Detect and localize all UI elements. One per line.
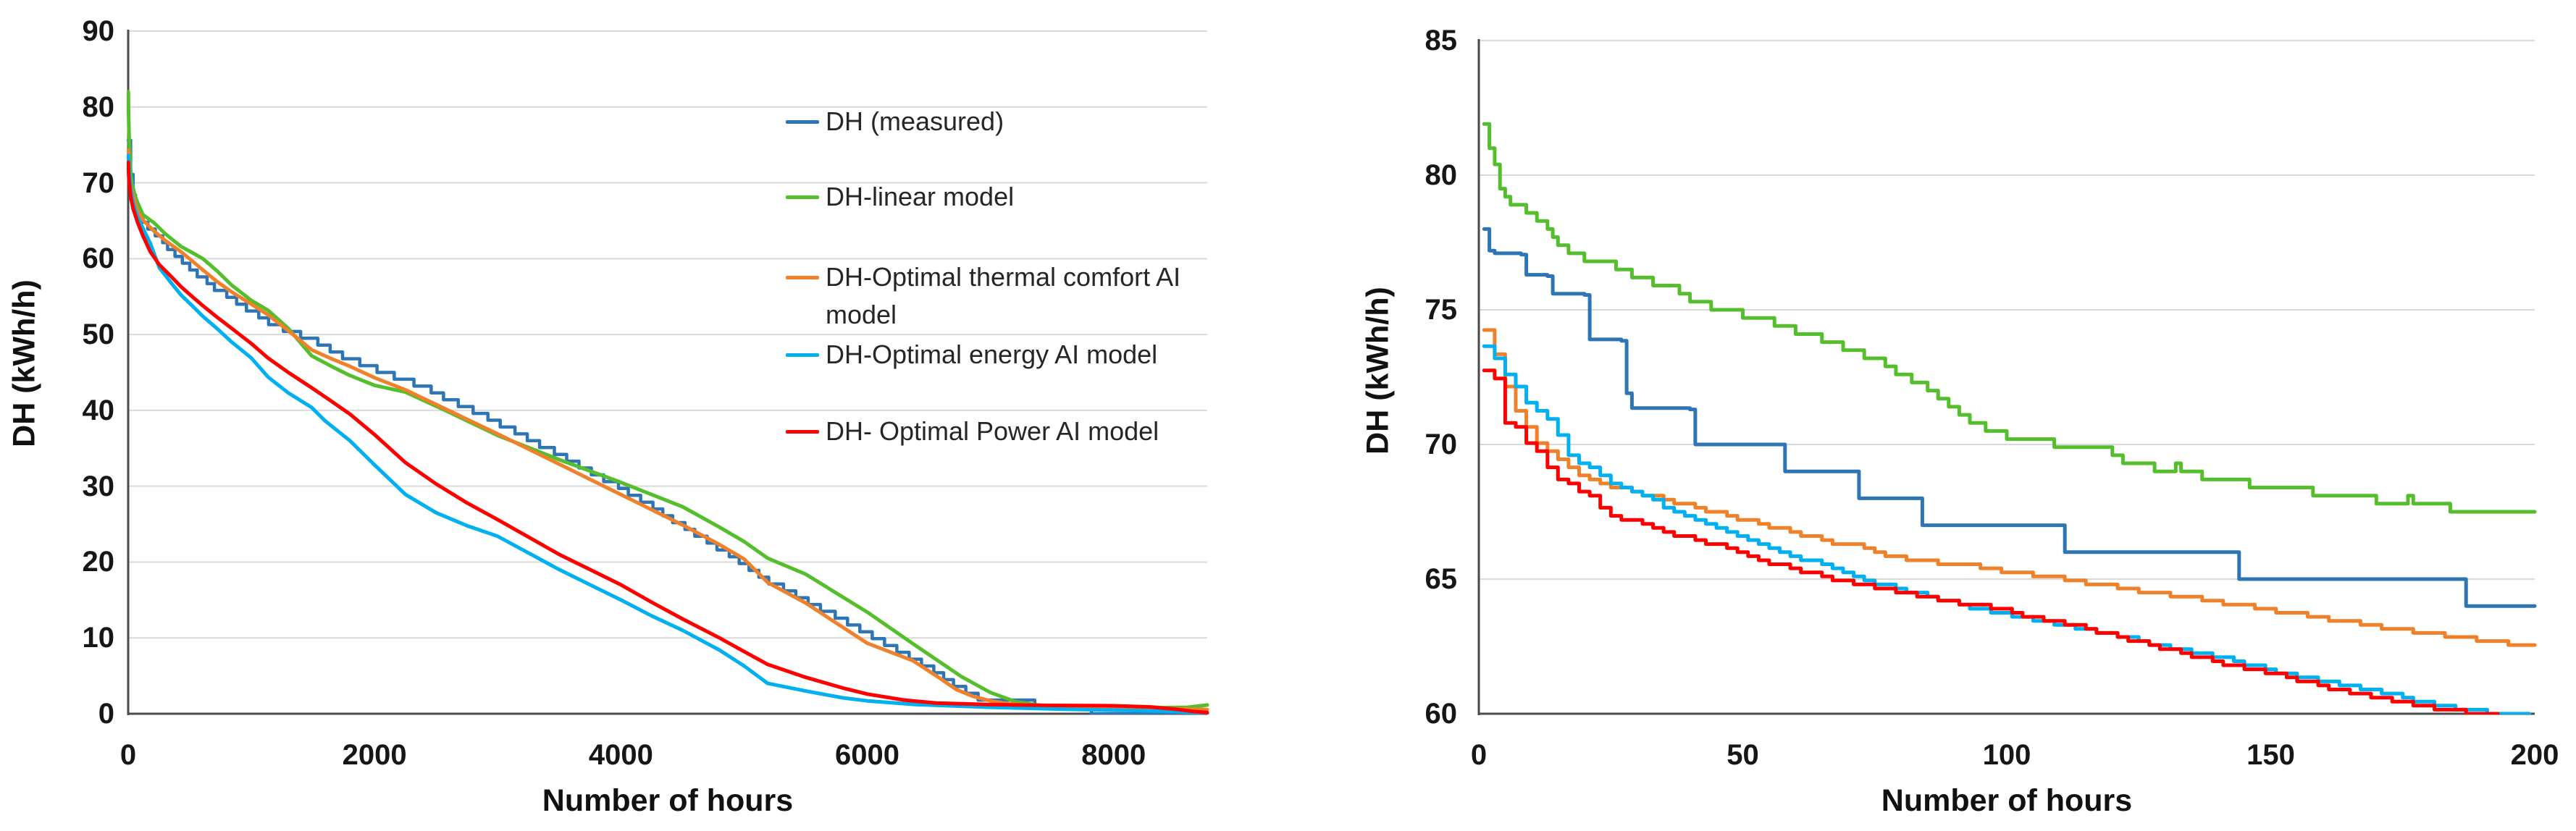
x-tick-label: 200 — [2510, 739, 2559, 771]
left-chart-plot-area — [127, 30, 1209, 715]
series-dh-linear-model — [127, 90, 1209, 710]
legend-item-dh-linear-model: DH-linear model — [786, 178, 1014, 216]
series-dh-optimal-energy-ai-model — [1482, 344, 2532, 714]
legend-label: DH (measured) — [826, 106, 1004, 136]
legend-item-dh-measured: DH (measured) — [786, 103, 1004, 140]
legend-item-dh-energy-ai: DH-Optimal energy AI model — [786, 336, 1157, 374]
y-tick-label: 50 — [82, 319, 115, 351]
x-tick-label: 0 — [119, 739, 137, 771]
series-group — [127, 90, 1209, 714]
y-tick-label: 70 — [82, 166, 115, 199]
series-dh-optimal-thermal-comfort-ai-model — [1482, 328, 2537, 647]
y-tick-label: 10 — [82, 622, 115, 654]
legend-item-dh-thermal-comfort-ai: DH-Optimal thermal comfort AI model — [786, 258, 1202, 334]
y-tick-label: 20 — [82, 546, 115, 578]
y-tick-label: 60 — [1425, 698, 1458, 730]
x-tick-label: 150 — [2246, 739, 2295, 771]
legend-label: DH-Optimal energy AI model — [826, 339, 1158, 369]
y-tick-label: 80 — [82, 90, 115, 123]
series-dh-optimal-energy-ai-model — [127, 153, 1209, 714]
series-dh-optimal-power-ai-model — [127, 160, 1209, 714]
y-tick-label: 65 — [1425, 563, 1458, 595]
series-group — [1482, 122, 2537, 714]
y-tick-label: 30 — [82, 470, 115, 502]
legend-label: DH-Optimal thermal comfort AI model — [826, 262, 1181, 329]
legend-line-swatch-blue — [786, 120, 819, 124]
series-dh-linear-model — [1482, 122, 2537, 514]
legend-label: DH- Optimal Power AI model — [826, 416, 1159, 446]
legend-line-swatch-red — [786, 430, 819, 434]
x-tick-label: 8000 — [1081, 739, 1146, 771]
legend-item-dh-power-ai: DH- Optimal Power AI model — [786, 413, 1159, 450]
x-tick-label: 4000 — [588, 739, 653, 771]
y-tick-label: 80 — [1425, 159, 1458, 191]
legend-line-swatch-orange — [786, 276, 819, 279]
left-x-axis-title: Number of hours — [542, 783, 794, 818]
series-dh-optimal-thermal-comfort-ai-model — [127, 148, 1209, 712]
x-tick-label: 50 — [1727, 739, 1759, 771]
y-tick-label: 85 — [1425, 25, 1458, 56]
right-y-axis-title: DH (kWh/h) — [1360, 287, 1396, 455]
y-tick-label: 40 — [82, 394, 115, 426]
legend-line-swatch-green — [786, 195, 819, 199]
legend-line-swatch-cyan — [786, 353, 819, 357]
left-y-axis-title: DH (kWh/h) — [7, 279, 42, 447]
series-dh-optimal-power-ai-model — [1482, 368, 2500, 714]
y-tick-label: 75 — [1425, 294, 1458, 326]
right-x-axis-title: Number of hours — [1881, 783, 2133, 818]
x-tick-label: 0 — [1470, 739, 1488, 771]
legend-label: DH-linear model — [826, 182, 1015, 211]
y-tick-label: 0 — [98, 698, 114, 730]
y-tick-label: 70 — [1425, 429, 1458, 460]
x-tick-label: 6000 — [835, 739, 900, 771]
x-tick-label: 100 — [1982, 739, 2031, 771]
x-tick-label: 2000 — [342, 739, 407, 771]
series-dh-measured- — [1482, 227, 2537, 608]
y-tick-label: 90 — [82, 15, 115, 47]
y-tick-label: 60 — [82, 242, 115, 275]
right-chart-plot-area — [1477, 39, 2537, 715]
